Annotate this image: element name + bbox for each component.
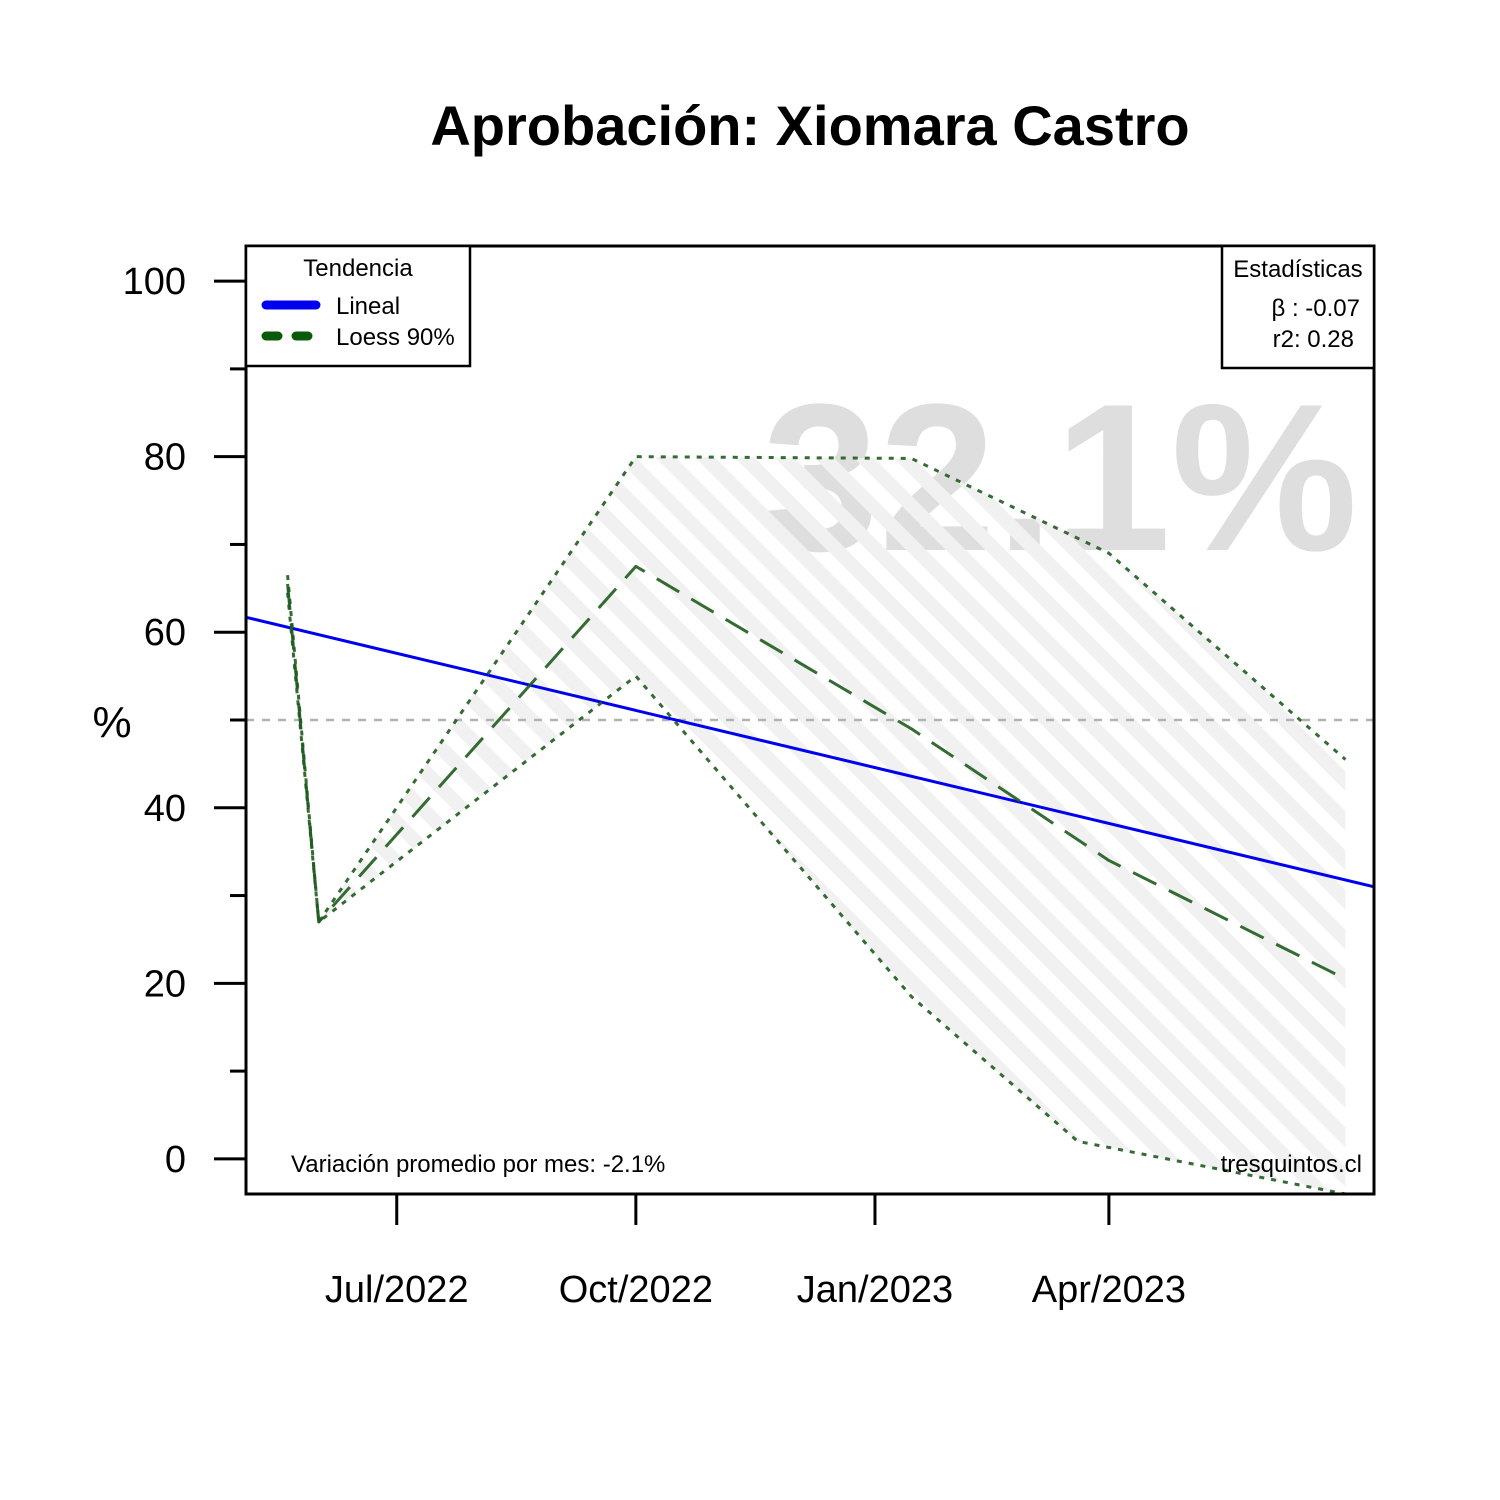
legend-label-loess: Loess 90% <box>336 324 455 351</box>
y-tick-label: 80 <box>144 437 186 479</box>
legend: Tendencia Lineal Loess 90% <box>244 244 472 368</box>
series-loess-upper <box>286 455 1347 924</box>
series-loess-lower <box>286 592 1346 1194</box>
chart-title: Aprobación: Xiomara Castro <box>430 94 1189 157</box>
stats-r2: r2: 0.28 <box>1273 326 1354 353</box>
y-axis: 0 20 40 60 80 100 <box>123 261 248 1181</box>
stats-title: Estadísticas <box>1233 256 1362 283</box>
x-axis: Jul/2022 Oct/2022 Jan/2023 Apr/2023 <box>325 1194 1186 1311</box>
x-tick-label: Oct/2022 <box>559 1269 713 1311</box>
plot-area <box>246 455 1374 1194</box>
y-tick-label: 40 <box>144 788 186 830</box>
y-tick-label: 60 <box>144 612 186 654</box>
stats-box: Estadísticas β : -0.07 r2: 0.28 <box>1220 244 1376 370</box>
x-tick-label: Apr/2023 <box>1032 1269 1186 1311</box>
stats-frame <box>1220 244 1376 370</box>
x-tick-label: Jul/2022 <box>325 1269 469 1311</box>
average-variation-note: Variación promedio por mes: -2.1% <box>291 1151 665 1178</box>
legend-label-lineal: Lineal <box>336 293 400 320</box>
y-axis-label: % <box>92 698 131 747</box>
y-tick-label: 100 <box>123 261 186 303</box>
y-tick-label: 0 <box>165 1139 186 1181</box>
y-tick-label: 20 <box>144 963 186 1005</box>
legend-title: Tendencia <box>303 255 413 282</box>
loess-confidence-band <box>287 456 1346 1194</box>
series-lineal <box>246 615 1374 889</box>
stats-beta: β : -0.07 <box>1271 295 1360 322</box>
credit-text: tresquintos.cl <box>1221 1151 1362 1178</box>
series-layer <box>246 455 1374 1194</box>
x-tick-label: Jan/2023 <box>797 1269 953 1311</box>
